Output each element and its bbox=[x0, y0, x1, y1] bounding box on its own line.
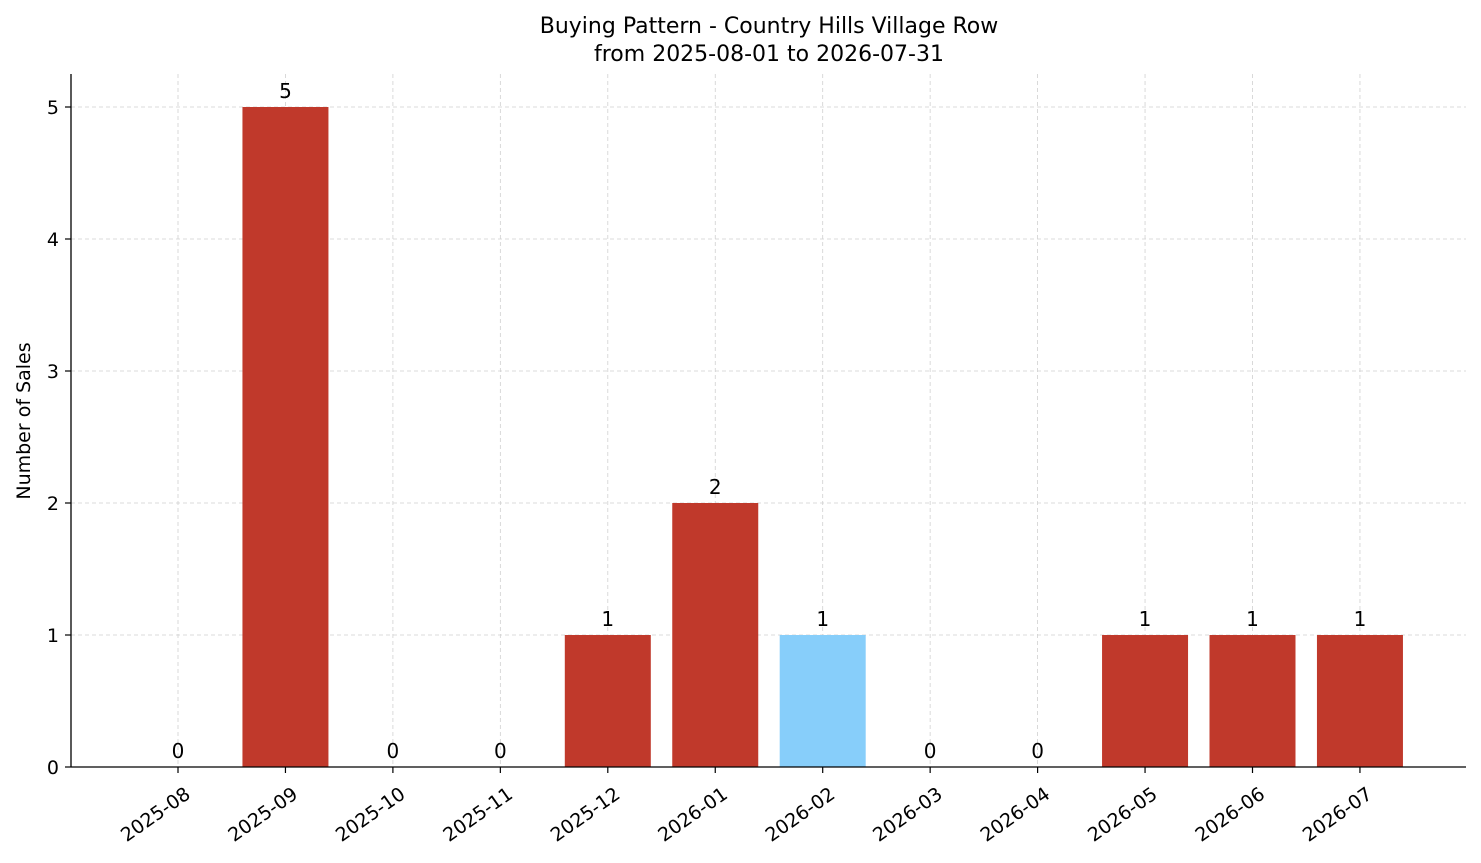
x-tick-label: 2026-06 bbox=[1191, 783, 1269, 847]
y-tick-label: 2 bbox=[47, 493, 59, 515]
bar-2026-07 bbox=[1316, 635, 1403, 767]
x-tick-label: 2025-11 bbox=[439, 783, 517, 847]
x-tick-label: 2025-09 bbox=[224, 783, 302, 847]
y-tick-label: 4 bbox=[47, 229, 59, 251]
bar-2026-01 bbox=[672, 503, 759, 767]
y-axis-label: Number of Sales bbox=[13, 342, 35, 499]
y-tick-label: 1 bbox=[47, 625, 59, 647]
x-tick-label: 2025-10 bbox=[332, 783, 410, 847]
x-tick-label: 2025-08 bbox=[117, 783, 195, 847]
data-label-2026-07: 1 bbox=[1354, 607, 1367, 631]
data-label-2025-12: 1 bbox=[601, 607, 614, 631]
chart-subtitle: from 2025-08-01 to 2026-07-31 bbox=[594, 42, 944, 67]
bar-2026-06 bbox=[1209, 635, 1296, 767]
data-label-2026-04: 0 bbox=[1031, 739, 1044, 763]
data-label-2026-02: 1 bbox=[816, 607, 829, 631]
x-tick-label: 2026-04 bbox=[976, 783, 1054, 847]
data-label-2025-10: 0 bbox=[387, 739, 400, 763]
y-tick-label: 5 bbox=[47, 97, 59, 119]
x-tick-label: 2026-02 bbox=[762, 783, 840, 847]
data-label-2026-03: 0 bbox=[924, 739, 937, 763]
x-tick-label: 2026-01 bbox=[654, 783, 732, 847]
data-label-2026-06: 1 bbox=[1246, 607, 1259, 631]
data-label-2026-05: 1 bbox=[1139, 607, 1152, 631]
x-tick-label: 2026-05 bbox=[1084, 783, 1162, 847]
bar-2026-05 bbox=[1102, 635, 1189, 767]
x-tick-label: 2026-07 bbox=[1299, 783, 1377, 847]
data-label-2025-08: 0 bbox=[172, 739, 185, 763]
bar-2025-12 bbox=[564, 635, 651, 767]
x-tick-label: 2026-03 bbox=[869, 783, 947, 847]
axes bbox=[70, 74, 1466, 768]
bar-2026-02 bbox=[779, 635, 866, 767]
x-ticks: 2025-08 2025-09 2025-10 2025-11 2025-12 2026-… bbox=[117, 767, 1377, 847]
data-label-2026-01: 2 bbox=[709, 475, 722, 499]
data-label-2025-09: 5 bbox=[279, 79, 292, 103]
y-tick-label: 0 bbox=[47, 757, 59, 779]
y-ticks: 0 1 2 3 4 5 bbox=[47, 97, 71, 779]
data-label-2025-11: 0 bbox=[494, 739, 507, 763]
chart-title: Buying Pattern - Country Hills Village R… bbox=[540, 14, 999, 39]
data-labels: 0 5 0 0 1 2 1 0 0 1 1 1 bbox=[172, 79, 1367, 763]
x-tick-label: 2025-12 bbox=[547, 783, 625, 847]
y-tick-label: 3 bbox=[47, 361, 59, 383]
bar-2025-09 bbox=[242, 107, 329, 767]
bars bbox=[242, 107, 1403, 767]
